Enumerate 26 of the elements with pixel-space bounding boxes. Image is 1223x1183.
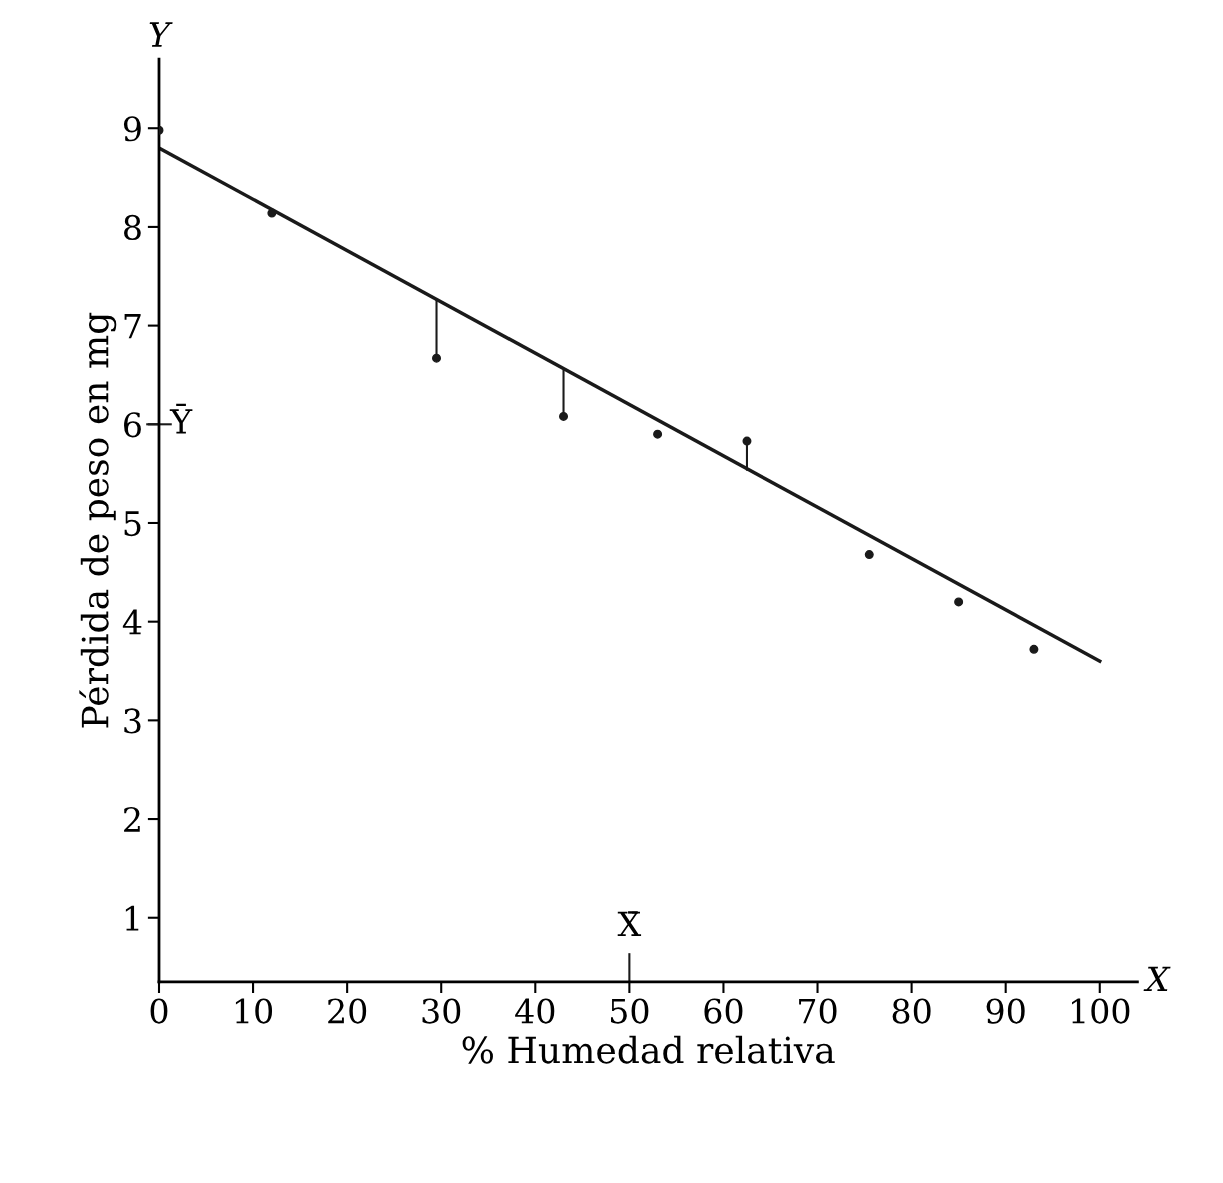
- y-tick-label: 2: [124, 806, 140, 832]
- x-tick-label: 20: [328, 998, 367, 1024]
- ref-line-label: X̄: [617, 911, 642, 937]
- text: X: [1143, 966, 1171, 992]
- y-tick-label: 9: [123, 116, 141, 142]
- y-tick-label: 7: [124, 313, 141, 339]
- y-axis-title: Pérdida de peso en mg: [79, 312, 117, 728]
- x-tick-label: 40: [515, 998, 555, 1024]
- y-tick-label: 4: [122, 609, 142, 635]
- x-tick-label: 50: [611, 998, 649, 1024]
- y-tick-label: 8: [124, 214, 141, 241]
- x-tick-label: 30: [422, 998, 461, 1024]
- y-tick-label: 3: [124, 708, 141, 734]
- x-tick-label: 10: [235, 998, 273, 1024]
- x-tick-label: 80: [892, 998, 931, 1024]
- y-tick-label: 6: [124, 412, 141, 438]
- ref-line-label: Ȳ: [169, 403, 193, 434]
- x-tick-label: 60: [704, 998, 743, 1024]
- x-tick-label: 90: [986, 998, 1025, 1024]
- y-tick-label: 1: [125, 905, 139, 931]
- y-tick-label: 5: [124, 511, 141, 537]
- x-tick-label: 0: [150, 998, 168, 1024]
- x-tick-label: 70: [799, 998, 837, 1024]
- x-axis-title: % Humedad relativa: [462, 1035, 835, 1064]
- text: Y: [149, 22, 173, 47]
- x-tick-label: 100: [1072, 998, 1130, 1024]
